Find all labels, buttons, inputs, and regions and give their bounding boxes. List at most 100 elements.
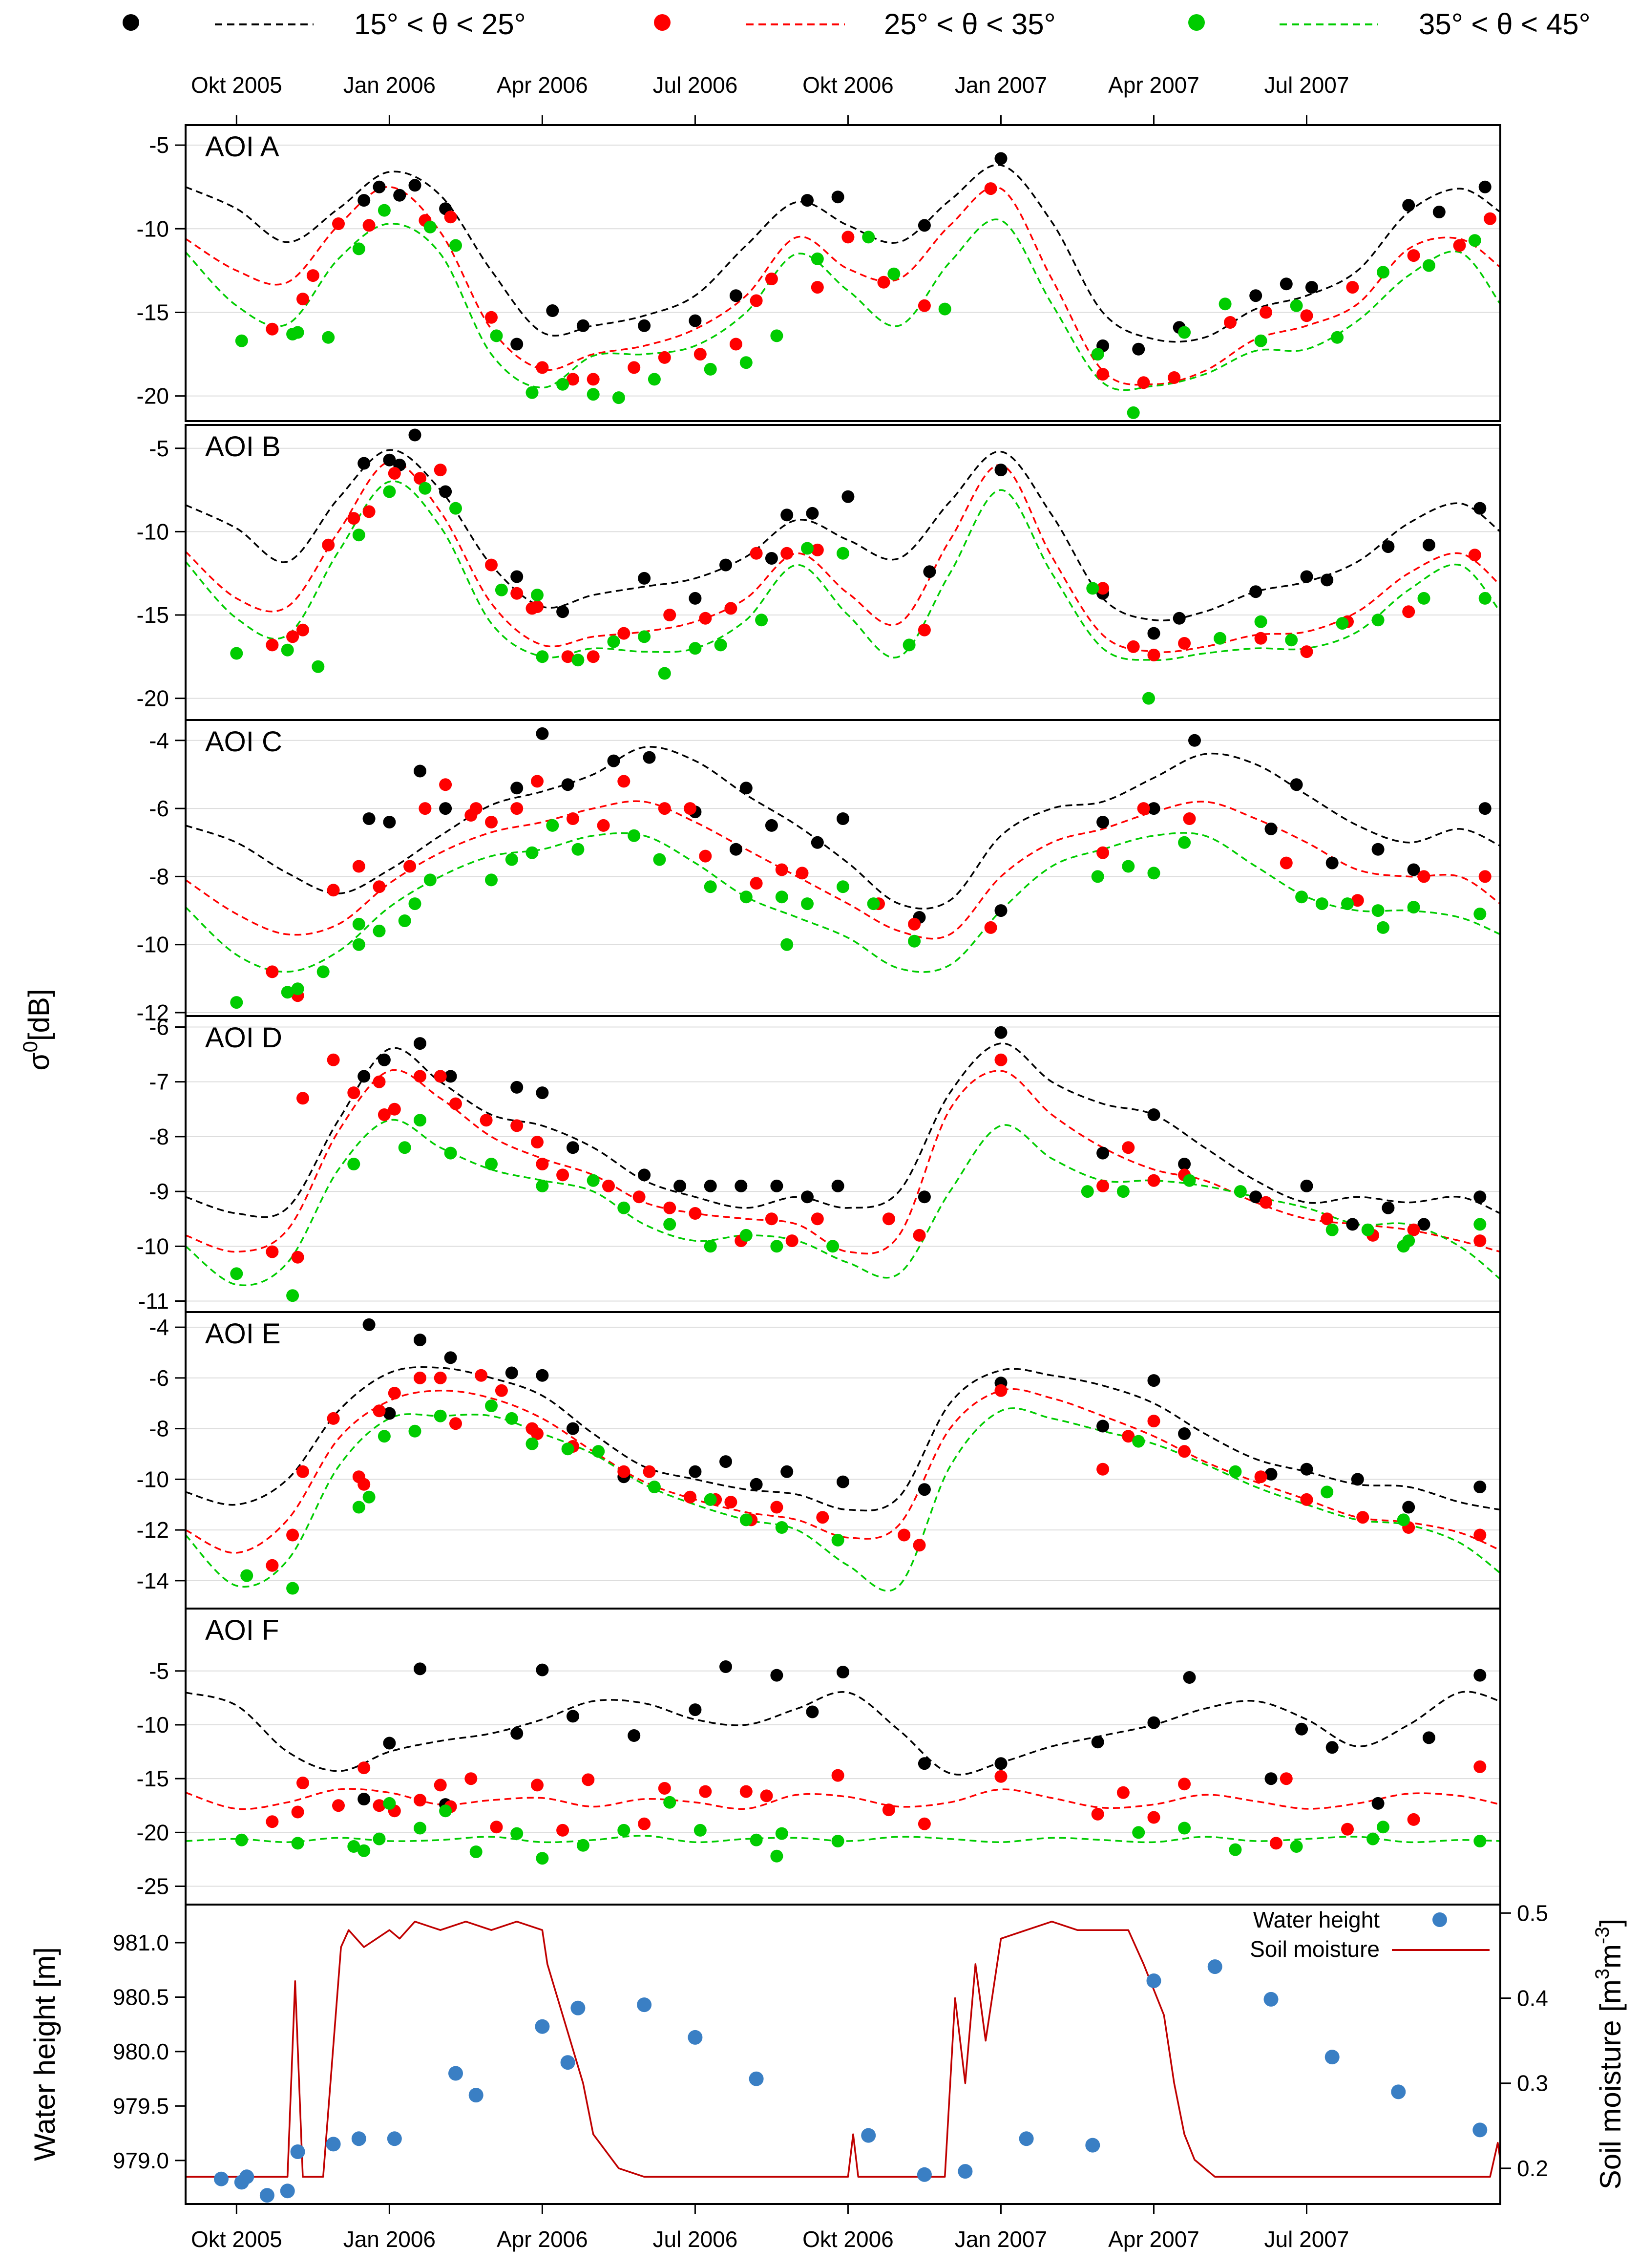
data-point-g3: [1397, 1513, 1410, 1526]
data-point-g1: [719, 1455, 732, 1468]
water-height-point: [290, 2144, 305, 2159]
fit-curve-g1: [185, 746, 1501, 910]
data-point-g3: [536, 1852, 549, 1865]
y-tick-label: -5: [149, 132, 169, 158]
data-point-g1: [414, 1037, 426, 1050]
data-point-g3: [750, 1833, 763, 1846]
data-point-g3: [1361, 1223, 1374, 1236]
data-point-g3: [628, 829, 641, 842]
data-point-g2: [352, 860, 365, 873]
data-point-g2: [780, 547, 794, 560]
panel-aoi-c: -12 -10 -8 -6 -4 AOI C: [137, 719, 1501, 1025]
data-point-g3: [525, 846, 539, 859]
water-height-point: [1263, 1992, 1279, 2007]
data-point-g3: [352, 938, 365, 951]
data-point-g3: [286, 1582, 299, 1595]
data-point-g1: [1264, 1468, 1278, 1481]
x-tick-label: Okt 2006: [802, 2226, 894, 2252]
data-point-g1: [638, 572, 651, 585]
data-point-g2: [322, 538, 335, 551]
x-tick-label: Jan 2007: [955, 2226, 1047, 2252]
y-axis-label: σ0[dB]: [19, 989, 55, 1070]
data-point-g1: [994, 464, 1008, 477]
legend-water-marker: [1432, 1912, 1447, 1927]
data-point-g1: [439, 485, 452, 498]
y-tick-label: -15: [137, 299, 169, 325]
panel-frame: [185, 1608, 1501, 1906]
water-height-point: [1085, 2138, 1100, 2153]
data-point-g1: [994, 904, 1008, 917]
y-tick-label: -10: [137, 1466, 169, 1492]
data-point-g1: [1249, 585, 1262, 598]
data-point-g3: [347, 1840, 360, 1853]
data-point-g2: [1351, 894, 1364, 907]
y-tick-label: -4: [149, 1314, 169, 1340]
data-point-g3: [831, 1533, 844, 1547]
water-height-point: [535, 2019, 550, 2034]
data-point-g1: [567, 1422, 579, 1435]
data-point-g2: [841, 231, 855, 244]
data-point-g1: [918, 1757, 931, 1770]
data-point-g1: [765, 552, 778, 565]
fit-curve-g1: [185, 1366, 1501, 1512]
data-point-g3: [704, 1493, 717, 1506]
y-tick-label: -20: [137, 686, 169, 711]
data-point-g1: [780, 509, 794, 522]
water-height-point: [239, 2169, 254, 2184]
data-point-g2: [1168, 371, 1181, 384]
data-point-g1: [414, 764, 426, 778]
data-point-g2: [658, 802, 671, 815]
data-point-g1: [1473, 1669, 1487, 1682]
water-height-point: [560, 2055, 575, 2070]
data-point-g2: [770, 1501, 783, 1514]
data-point-g2: [796, 867, 809, 880]
panel-aoi-f: -25 -20 -15 -10 -5 AOI F: [137, 1608, 1501, 1906]
data-point-g2: [984, 921, 997, 934]
data-point-g3: [648, 373, 661, 386]
data-point-g2: [811, 543, 824, 556]
data-point-g2: [525, 1422, 539, 1435]
data-point-g3: [1132, 1826, 1145, 1839]
data-point-g2: [510, 1119, 524, 1132]
data-point-g1: [444, 1070, 457, 1083]
y-tick-label: -10: [137, 1233, 169, 1259]
data-point-g3: [383, 1797, 396, 1810]
data-point-g3: [887, 267, 901, 280]
data-point-g3: [1478, 592, 1492, 605]
data-point-g3: [1132, 1435, 1145, 1448]
data-point-g2: [556, 1168, 569, 1182]
data-point-g1: [510, 570, 524, 583]
data-point-g2: [739, 1785, 753, 1798]
data-point-g3: [1178, 1822, 1191, 1835]
panel-title: AOI E: [205, 1318, 281, 1350]
data-point-g1: [1422, 1731, 1435, 1744]
data-point-g2: [699, 849, 712, 863]
data-point-g1: [801, 194, 814, 207]
data-point-g2: [816, 1511, 829, 1524]
x-tick-label: Apr 2006: [497, 72, 588, 98]
data-point-g1: [765, 819, 778, 832]
data-point-g1: [505, 1366, 518, 1379]
data-point-g1: [1290, 778, 1303, 791]
data-point-g2: [913, 1229, 926, 1242]
data-point-g3: [281, 986, 294, 999]
data-point-g3: [1219, 297, 1232, 311]
data-point-g2: [898, 1528, 911, 1542]
panel-aoi-d: -11 -10 -9 -8 -7 -6 AOI D: [137, 1014, 1501, 1314]
data-point-g2: [266, 322, 279, 336]
data-point-g3: [607, 635, 620, 648]
data-point-g3: [525, 386, 539, 399]
data-point-g2: [567, 812, 579, 825]
legend-label-g3: 35° < θ < 45°: [1419, 8, 1591, 41]
water-height-point: [259, 2188, 274, 2203]
data-point-g1: [1402, 1501, 1415, 1514]
data-point-g3: [312, 660, 325, 673]
data-point-g3: [1081, 1185, 1094, 1198]
data-point-g3: [693, 1823, 707, 1837]
data-point-g3: [653, 853, 666, 866]
data-point-g2: [531, 1136, 544, 1149]
data-point-g3: [1377, 921, 1389, 934]
data-point-g3: [240, 1569, 253, 1582]
data-point-g3: [505, 853, 518, 866]
